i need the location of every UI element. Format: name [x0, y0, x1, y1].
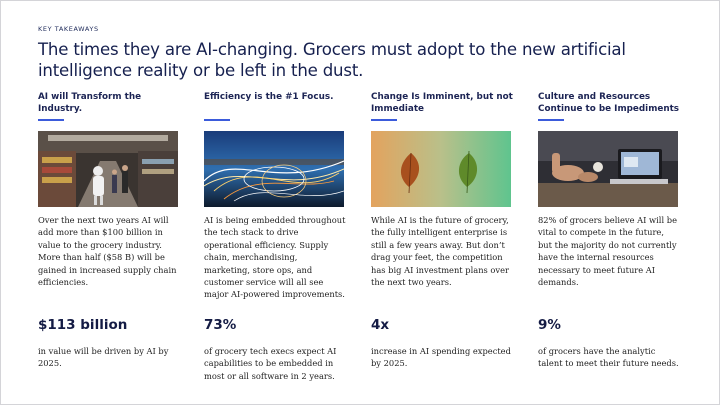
column-heading: AI will Transform the Industry. — [38, 92, 142, 114]
stat-value: 4x — [371, 317, 390, 333]
column-body: AI is being embedded throughout the tech… — [204, 215, 346, 300]
column-heading: Culture and Resources Continue to be Imp… — [538, 92, 680, 114]
stat-value: 73% — [204, 317, 237, 333]
column-body: While AI is the future of grocery, the f… — [371, 215, 509, 288]
accent-rule — [204, 119, 230, 121]
takeaway-column-1: AI will Transform the Industry. — [38, 91, 188, 368]
stat-description: increase in AI spending expected by 2025… — [371, 346, 511, 369]
takeaway-column-2: Efficiency is the #1 Focus. — [204, 91, 354, 381]
accent-rule — [538, 119, 564, 121]
takeaway-column-3: Change Is Imminent, but not Immediate Wh… — [371, 91, 521, 368]
robot-in-grocery-store-photo — [38, 131, 178, 207]
column-body: Over the next two years AI will add more… — [38, 215, 177, 288]
slide-title: The times they are AI-changing. Grocers … — [38, 40, 626, 80]
stat-description: in value will be driven by AI by 2025. — [38, 346, 169, 369]
light-trails-photo — [204, 131, 344, 207]
eyebrow-label: KEY TAKEAWAYS — [38, 25, 99, 33]
stat-description: of grocers have the analytic talent to m… — [538, 346, 679, 369]
column-heading: Change Is Imminent, but not Immediate — [371, 92, 513, 114]
takeaway-column-4: Culture and Resources Continue to be Imp… — [538, 91, 688, 368]
stat-value: 9% — [538, 317, 561, 333]
stat-description: of grocery tech execs expect AI capabili… — [204, 346, 337, 381]
column-body: 82% of grocers believe AI will be vital … — [538, 215, 677, 288]
autumn-and-green-leaves-photo — [371, 131, 511, 207]
stat-value: $113 billion — [38, 317, 128, 333]
accent-rule — [38, 119, 64, 121]
column-heading: Efficiency is the #1 Focus. — [204, 92, 334, 102]
person-at-laptop-photo — [538, 131, 678, 207]
accent-rule — [371, 119, 397, 121]
